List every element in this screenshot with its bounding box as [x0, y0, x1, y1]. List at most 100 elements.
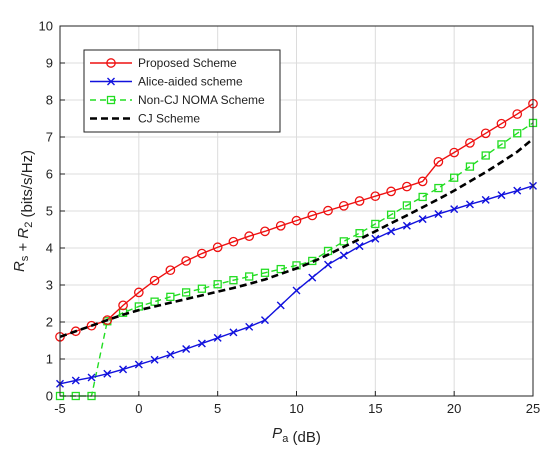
legend-label: Proposed Scheme — [138, 56, 237, 70]
data-point — [355, 242, 364, 251]
data-point — [150, 355, 159, 364]
data-point — [86, 320, 97, 331]
x-tick-label: 25 — [526, 401, 540, 416]
data-point — [149, 275, 160, 286]
data-point — [449, 147, 460, 158]
data-point — [371, 219, 380, 229]
data-point — [481, 195, 490, 204]
series-0 — [55, 98, 538, 342]
data-point — [197, 284, 207, 293]
legend-label: Alice-aided scheme — [138, 75, 243, 89]
data-point — [339, 237, 348, 246]
data-point — [497, 140, 506, 149]
x-axis-label: Pa (dB) — [272, 425, 321, 446]
data-point — [182, 345, 191, 354]
data-point — [434, 209, 443, 218]
data-point — [229, 276, 238, 285]
data-point — [371, 234, 380, 243]
axis-labels: Pa (dB) Rs + R2 (bits/s/Hz) — [11, 150, 321, 446]
data-point — [354, 196, 365, 206]
data-point — [244, 231, 255, 242]
data-point — [260, 226, 270, 237]
y-axis-label: Rs + R2 (bits/s/Hz) — [11, 150, 36, 272]
data-point — [355, 229, 364, 238]
series-line — [59, 103, 534, 338]
data-point — [228, 236, 239, 247]
y-tick-label: 0 — [46, 389, 53, 404]
y-tick-label: 8 — [46, 93, 53, 108]
y-tick-label: 10 — [39, 19, 53, 34]
data-point — [402, 181, 412, 192]
data-point — [324, 260, 333, 269]
x-tick-label: 15 — [368, 401, 382, 416]
data-point — [213, 280, 222, 289]
data-point — [497, 191, 506, 200]
y-tick-label: 4 — [46, 241, 53, 256]
data-point — [71, 376, 80, 385]
data-point — [370, 191, 381, 202]
data-point — [323, 205, 333, 216]
data-point — [275, 220, 286, 231]
data-point — [418, 192, 427, 202]
data-point — [166, 350, 175, 359]
legend-marker — [106, 95, 116, 105]
data-point — [339, 251, 348, 260]
data-point — [87, 373, 96, 382]
data-point — [386, 186, 396, 197]
data-point — [450, 173, 459, 182]
y-tick-label: 7 — [46, 130, 53, 145]
legend-marker — [106, 58, 116, 68]
series-line — [59, 137, 534, 339]
legend-label: CJ Scheme — [138, 112, 200, 126]
data-point — [245, 272, 254, 281]
legend: Proposed Scheme Alice-aided scheme Non-CJ … — [83, 49, 281, 133]
data-point — [513, 186, 522, 195]
data-point — [433, 156, 444, 167]
data-point — [387, 227, 396, 236]
data-point — [338, 200, 349, 211]
series-3 — [59, 137, 534, 339]
series-layer — [55, 98, 538, 401]
data-point — [133, 287, 144, 298]
x-tick-label: 10 — [289, 401, 303, 416]
data-point — [212, 242, 223, 253]
y-tick-label: 9 — [46, 56, 53, 71]
data-point — [434, 183, 443, 193]
data-point — [496, 118, 507, 129]
y-tick-label: 1 — [46, 352, 53, 367]
y-tick-label: 6 — [46, 167, 53, 182]
data-point — [307, 210, 318, 221]
data-point — [166, 292, 175, 301]
x-tick-label: 5 — [214, 401, 221, 416]
data-point — [103, 369, 112, 378]
data-point — [417, 176, 428, 187]
data-point — [402, 201, 412, 210]
data-point — [480, 128, 491, 139]
data-point — [165, 265, 176, 276]
data-point — [292, 286, 301, 295]
data-point — [245, 322, 254, 331]
data-point — [260, 316, 269, 325]
data-point — [276, 301, 285, 310]
data-point — [197, 248, 207, 259]
data-point — [513, 129, 522, 138]
data-point — [402, 221, 411, 230]
data-point — [465, 200, 474, 209]
data-point — [213, 333, 222, 342]
data-point — [465, 162, 475, 171]
y-tick-label: 5 — [46, 204, 53, 219]
data-point — [150, 297, 159, 306]
data-point — [260, 268, 270, 277]
x-tick-label: -5 — [54, 401, 66, 416]
data-point — [197, 339, 206, 348]
data-point — [102, 315, 113, 325]
data-point — [181, 256, 191, 266]
data-point — [308, 273, 317, 282]
legend-marker — [107, 77, 115, 86]
data-point — [276, 264, 285, 274]
data-point — [134, 360, 143, 369]
y-tick-label: 3 — [46, 278, 53, 293]
y-tick-label: 2 — [46, 315, 53, 330]
